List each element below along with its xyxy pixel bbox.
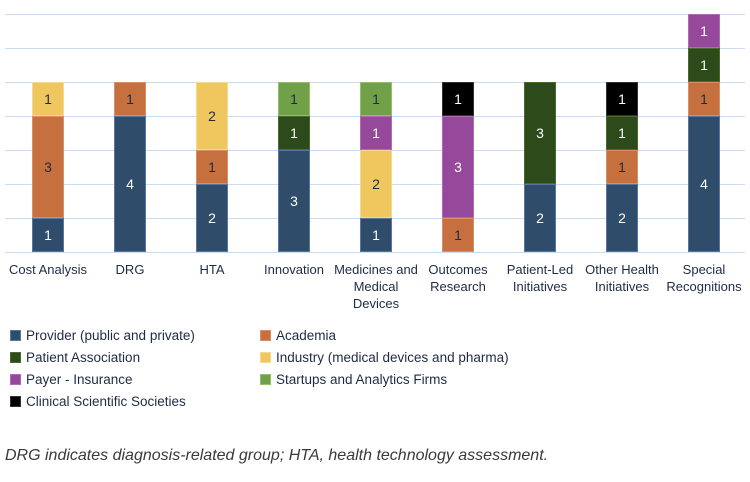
legend-swatch-icon (10, 352, 21, 363)
legend-item-industry: Industry (medical devices and pharma) (260, 350, 509, 365)
bar-segment-academia: 1 (442, 218, 474, 252)
gridline (5, 252, 745, 253)
bar-segment-industry: 2 (196, 82, 228, 150)
bar-segment-academia: 1 (606, 150, 638, 184)
footnote: DRG indicates diagnosis-related group; H… (5, 447, 549, 464)
bar-segment-patient: 1 (606, 116, 638, 150)
legend-label: Startups and Analytics Firms (276, 372, 448, 387)
legend-item-clinical: Clinical Scientific Societies (10, 394, 260, 409)
legend-swatch-icon (10, 396, 21, 407)
legend-swatch-icon (10, 330, 21, 341)
bar-segment-clinical: 1 (442, 82, 474, 116)
legend-label: Patient Association (26, 350, 141, 365)
bar-segment-payer: 1 (360, 116, 392, 150)
bar-segment-provider: 2 (524, 184, 556, 252)
legend-item-patient: Patient Association (10, 350, 260, 365)
gridline (5, 14, 745, 15)
legend-swatch-icon (260, 352, 271, 363)
x-axis-label: Outcomes Research (428, 262, 488, 294)
bar-segment-provider: 4 (688, 116, 720, 252)
legend-label: Clinical Scientific Societies (26, 394, 186, 409)
bar-segment-academia: 1 (114, 82, 146, 116)
bar-segment-provider: 4 (114, 116, 146, 252)
x-axis-label: Patient-Led Initiatives (506, 262, 574, 294)
bar-segment-startups: 1 (360, 82, 392, 116)
legend-item-academia: Academia (260, 328, 509, 343)
bar-segment-patient: 1 (688, 48, 720, 82)
bar-segment-provider: 3 (278, 150, 310, 252)
legend-item-payer: Payer - Insurance (10, 372, 260, 387)
bar-segment-patient: 3 (524, 82, 556, 184)
bar-segment-academia: 3 (32, 116, 64, 218)
legend-label: Academia (276, 328, 337, 343)
legend-swatch-icon (260, 330, 271, 341)
legend-label: Payer - Insurance (26, 372, 133, 387)
legend-label: Industry (medical devices and pharma) (276, 350, 509, 365)
bar-segment-provider: 2 (196, 184, 228, 252)
x-axis-label: Other Health Initiatives (585, 262, 659, 294)
legend: Provider (public and private) Academia Pat… (10, 328, 509, 409)
legend-item-startups: Startups and Analytics Firms (260, 372, 509, 387)
bar-segment-provider: 1 (32, 218, 64, 252)
bar-segment-industry: 2 (360, 150, 392, 218)
gridline (5, 48, 745, 49)
bar-segment-payer: 3 (442, 116, 474, 218)
bar-segment-provider: 2 (606, 184, 638, 252)
legend-swatch-icon (10, 374, 21, 385)
legend-item-provider: Provider (public and private) (10, 328, 260, 343)
bar-segment-academia: 1 (688, 82, 720, 116)
bar-segment-patient: 1 (278, 116, 310, 150)
x-axis-label: Medicines and Medical Devices (334, 262, 418, 311)
bar-segment-provider: 1 (360, 218, 392, 252)
x-axis-label: Special Recognitions (666, 262, 742, 294)
x-axis-label: DRG (115, 262, 145, 277)
bar-segment-industry: 1 (32, 82, 64, 116)
legend-swatch-icon (260, 374, 271, 385)
bar-segment-startups: 1 (278, 82, 310, 116)
x-axis-label: Innovation (264, 262, 324, 277)
x-axis-label: Cost Analysis (8, 262, 88, 277)
legend-label: Provider (public and private) (26, 328, 195, 343)
x-axis-label: HTA (199, 262, 225, 277)
bar-segment-payer: 1 (688, 14, 720, 48)
bar-segment-clinical: 1 (606, 82, 638, 116)
bar-segment-academia: 1 (196, 150, 228, 184)
